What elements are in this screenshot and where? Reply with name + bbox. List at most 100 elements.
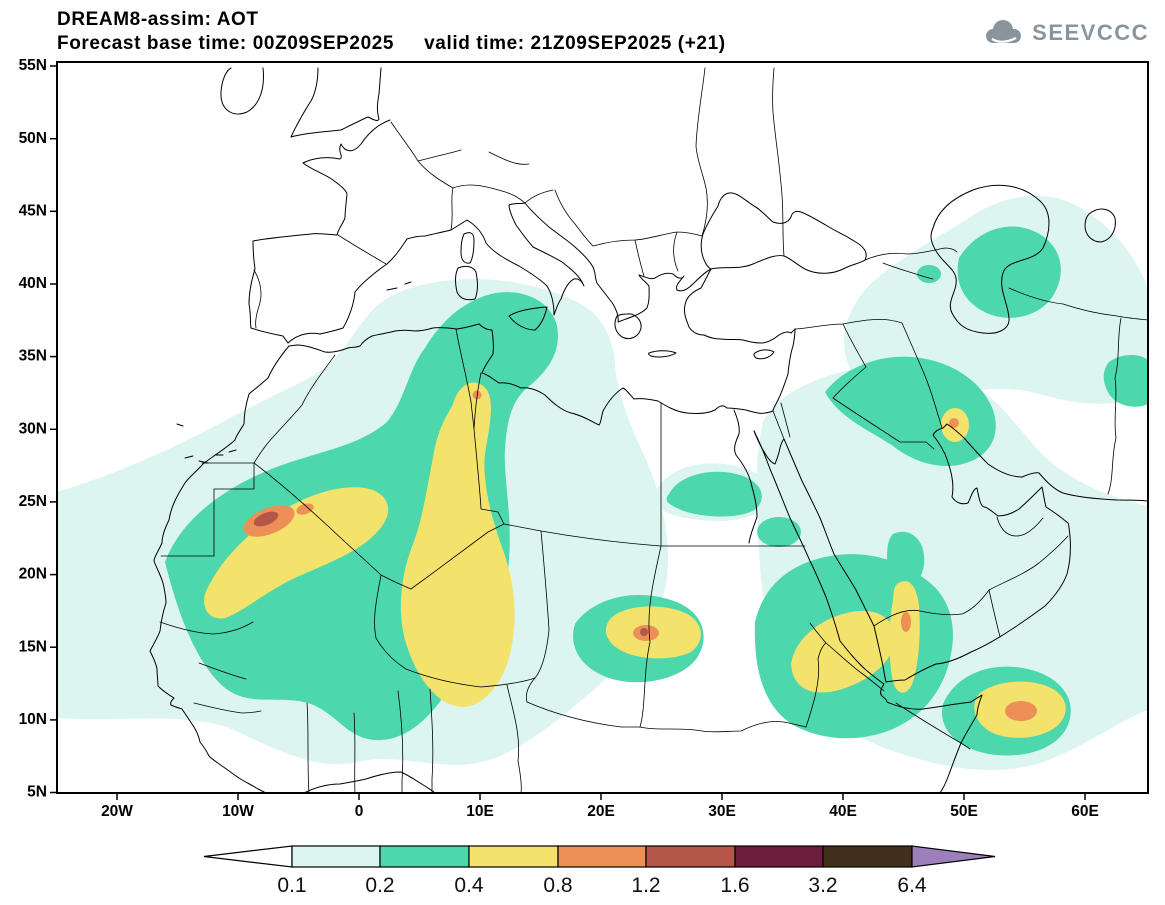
colorbar-left-arrow	[203, 845, 293, 868]
canary-islands	[176, 423, 237, 464]
lon-label: 10W	[222, 803, 254, 820]
coastline-arabia-red-sea-east	[783, 438, 887, 683]
coastline-black-sea	[700, 192, 867, 274]
contour-region	[253, 511, 279, 527]
colorbar-segment	[645, 845, 736, 868]
map-frame	[56, 61, 1149, 794]
border-line	[794, 318, 943, 450]
border-line	[772, 402, 791, 440]
contour-region	[887, 531, 925, 587]
border-line	[253, 269, 262, 329]
coastline-gulf-of-guinea	[303, 771, 436, 793]
lat-label: 10N	[19, 711, 47, 728]
latitude-labels: 55N 50N 45N 40N 35N 30N 25N 20N 15N 10N …	[19, 57, 47, 801]
border-line	[639, 402, 806, 728]
coastline-caspian-sea	[930, 184, 1050, 334]
colorbar-segment	[557, 845, 647, 868]
coastline-aral	[1084, 208, 1116, 243]
colorbar-segment	[379, 845, 470, 868]
country-borders	[159, 67, 1148, 793]
contour-region	[1103, 355, 1148, 407]
figure-title: DREAM8-assim: AOT	[57, 9, 259, 30]
longitude-axis	[116, 793, 1086, 800]
border-line	[695, 67, 785, 257]
coastline-france-iberia	[248, 119, 391, 344]
contour-region	[666, 471, 762, 517]
coastline-iran-gulf-makran	[946, 423, 1148, 502]
nile-river	[733, 409, 758, 544]
coastline-italy	[466, 202, 585, 316]
colorbar-value: 6.4	[897, 874, 927, 897]
lon-label: 60E	[1071, 803, 1099, 820]
coastline-balearics	[386, 281, 412, 291]
border-line	[1008, 287, 1148, 495]
border-line	[526, 701, 807, 733]
contour-region	[901, 612, 911, 632]
coastline-cyprus	[753, 349, 775, 360]
contour-region	[640, 628, 648, 636]
coastline-peloponnese	[614, 313, 642, 340]
colorbar-segment	[822, 845, 913, 868]
figure-subtitle: Forecast base time: 00Z09SEP2025 valid t…	[57, 32, 726, 56]
aot-colorbar: 0.1 0.2 0.4 0.8 1.2 1.6 3.2 6.4	[203, 845, 996, 897]
colorbar-segment	[291, 845, 381, 868]
lon-label: 20E	[587, 803, 615, 820]
border-line	[253, 462, 505, 590]
border-line	[455, 328, 662, 547]
colorbar-value: 0.2	[365, 874, 394, 897]
border-line	[160, 354, 336, 557]
border-line	[374, 574, 536, 688]
aot-map: 55N 50N 45N 40N 35N 30N 25N 20N 15N 10N …	[19, 57, 1149, 820]
contour-region	[204, 487, 389, 619]
contour-region	[296, 503, 314, 515]
lon-label: 50E	[950, 803, 978, 820]
lon-label: 0	[355, 803, 364, 820]
contour-region	[757, 517, 801, 547]
colorbar-value: 0.8	[543, 874, 572, 897]
longitude-labels: 20W 10W 0 10E 20E 30E 40E 50E 60E	[101, 803, 1099, 820]
contour-region	[949, 418, 959, 428]
border-line	[864, 247, 958, 280]
coastline-sardinia	[455, 265, 478, 301]
coastline-spain-med	[287, 219, 468, 344]
lon-label: 10E	[466, 803, 494, 820]
lat-label: 40N	[19, 275, 47, 292]
contour-region	[889, 580, 920, 693]
border-line	[526, 530, 550, 703]
cloud-icon	[986, 20, 1022, 43]
forecast-base-time: Forecast base time: 00Z09SEP2025	[57, 33, 395, 54]
coastline-ireland	[220, 67, 264, 115]
coastline-balkans-greece	[524, 202, 712, 323]
contour-region	[917, 265, 941, 283]
border-line	[805, 622, 971, 750]
coastline-britain	[290, 67, 382, 138]
border-line	[306, 684, 522, 793]
coastline-corsica	[460, 232, 475, 264]
lat-label: 15N	[19, 638, 47, 655]
lat-label: 45N	[19, 202, 47, 219]
border-line	[390, 121, 530, 231]
coastline-arabia-south-gulf	[885, 423, 1071, 683]
colorbar-segment	[468, 845, 559, 868]
logo-text: SEEVCCC	[1032, 20, 1149, 45]
lat-label: 35N	[19, 348, 47, 365]
lat-label: 25N	[19, 493, 47, 510]
coastline-turkey-levant-north-africa	[149, 268, 796, 793]
aot-contours-level-1p2	[253, 511, 648, 636]
colorbar-value: 1.6	[720, 874, 749, 897]
border-line	[337, 234, 387, 265]
latitude-axis	[50, 65, 57, 794]
lon-label: 20W	[101, 803, 133, 820]
contour-region	[400, 382, 515, 707]
coastline-sinai	[753, 430, 785, 465]
lon-label: 40E	[829, 803, 857, 820]
border-line	[873, 516, 1069, 638]
coastline-red-sea-west-somalia	[753, 430, 983, 793]
lat-label: 20N	[19, 566, 47, 583]
colorbar-value: 1.2	[631, 874, 660, 897]
colorbar-value: 0.1	[277, 874, 306, 897]
contour-region	[1005, 701, 1037, 721]
seevccc-logo: SEEVCCC	[980, 16, 1149, 50]
coastline-sicily	[508, 306, 548, 331]
